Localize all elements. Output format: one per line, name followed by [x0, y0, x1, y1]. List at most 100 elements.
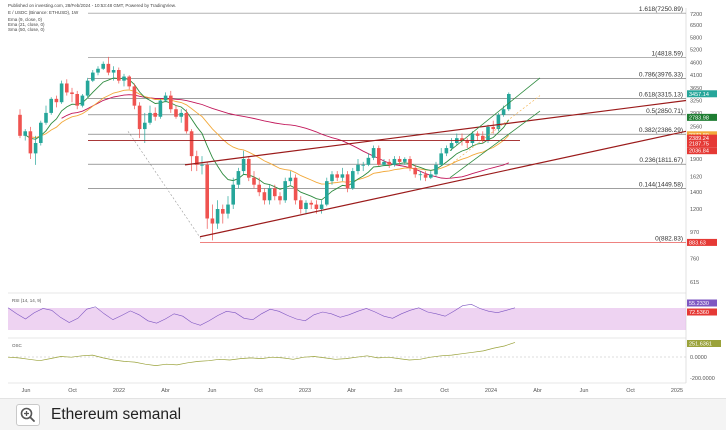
channel-upper [449, 77, 541, 151]
candle-body [101, 63, 105, 69]
candle-body [273, 188, 277, 197]
candle-body [351, 171, 355, 189]
price-tag [687, 238, 717, 246]
rsi-tag-label: 72.5360 [689, 310, 709, 316]
chart-canvas: 7200650058005200460041003650325029002560… [7, 6, 721, 394]
x-tick-label: Oct [254, 388, 263, 394]
zoom-in-icon [20, 407, 35, 422]
y-tick-label: 5200 [690, 47, 702, 53]
candle-body [18, 114, 22, 136]
indicator-ema-slow-label: Ema (21, close, 0) [8, 22, 45, 27]
price-tag [687, 90, 717, 98]
y-tick-label: 6500 [690, 23, 702, 29]
candle-body [449, 142, 454, 149]
x-tick-label: 2023 [299, 388, 311, 394]
candle-body [184, 112, 189, 132]
candle-body [106, 63, 111, 73]
rsi-title: RSI (14, 14, 9) [12, 298, 42, 303]
candle-body [33, 142, 38, 154]
candle-body [408, 158, 412, 168]
x-tick-label: Jun [580, 388, 589, 394]
candle-body [293, 177, 298, 201]
candle-body [195, 156, 199, 165]
x-tick-label: Abr [533, 388, 542, 394]
indicator-ema-fast-label: Ema (9, close, 0) [8, 17, 43, 22]
candle-body [70, 92, 74, 95]
candle-body [221, 209, 225, 214]
candle-body [288, 177, 293, 182]
price-tag-label: 2036.84 [689, 149, 709, 155]
osc-y-tick: -200.0000 [690, 376, 715, 382]
candle-body [236, 171, 241, 185]
price-tag [687, 140, 717, 148]
candle-body [241, 158, 246, 172]
candle-body [486, 126, 490, 141]
y-tick-label: 615 [690, 280, 699, 286]
price-tag [687, 113, 717, 121]
candle-body [423, 174, 428, 178]
trendline-lower [199, 130, 687, 238]
y-tick-label: 970 [690, 230, 699, 236]
price-tag-label: 2389.24 [689, 136, 709, 142]
candle-body [231, 184, 235, 205]
y-tick-label: 1900 [690, 157, 702, 163]
candle-body [247, 158, 251, 178]
fib-level-label: 0.5(2850.71) [646, 108, 683, 115]
zoom-button[interactable] [16, 404, 40, 426]
y-tick-label: 1200 [690, 207, 702, 213]
candle-body [460, 138, 464, 141]
candle-body [397, 158, 402, 162]
candle-body [481, 135, 485, 141]
y-tick-label: 4600 [690, 61, 702, 67]
candle-body [132, 86, 137, 106]
trendline-upper [184, 99, 687, 166]
candle-body [189, 131, 194, 157]
candle-body [491, 126, 495, 130]
candle-body [153, 112, 157, 117]
candle-body [39, 122, 43, 143]
y-tick-label: 1400 [690, 190, 702, 196]
candle-body [335, 174, 339, 178]
price-tag-label: 2187.75 [689, 142, 709, 148]
osc-title: OSC [12, 343, 23, 348]
candle-body [366, 157, 371, 165]
x-tick-label: Oct [626, 388, 635, 394]
rsi-line [7, 303, 516, 326]
price-tag [687, 134, 717, 142]
header-line-1: Published on investing.com, 28/Feb/2024 … [8, 3, 177, 8]
candle-body [345, 174, 350, 189]
candle-body [127, 76, 131, 87]
fib-level-label: 0.786(3976.33) [639, 72, 683, 79]
candle-body [309, 202, 313, 205]
candle-body [501, 109, 506, 115]
x-tick-label: Abr [161, 388, 170, 394]
candle-body [257, 184, 261, 193]
candle-body [210, 218, 215, 224]
candle-body [475, 133, 480, 136]
candle-body [205, 164, 209, 219]
candle-body [117, 70, 121, 81]
price-tag-label: 3457.14 [689, 92, 709, 98]
fib-level-label: 0(882.83) [655, 235, 683, 242]
candle-body [361, 164, 365, 166]
y-tick-label: 3250 [690, 99, 702, 105]
x-tick-label: Oct [68, 388, 77, 394]
candle-body [44, 112, 48, 123]
candle-body [169, 95, 173, 110]
fib-level-label: 1(4818.59) [652, 51, 683, 58]
candle-body [382, 161, 386, 165]
rsi-tag-label: 55.2330 [689, 301, 709, 307]
candle-body [325, 181, 329, 205]
y-tick-label: 760 [690, 257, 699, 263]
candle-body [330, 174, 334, 182]
candle-body [314, 204, 319, 210]
candle-body [299, 200, 303, 210]
x-tick-label: 2022 [113, 388, 125, 394]
x-tick-label: Oct [440, 388, 449, 394]
candle-body [267, 188, 272, 201]
candle-body [377, 148, 381, 165]
candle-body [507, 94, 511, 110]
candle-body [429, 174, 433, 178]
candle-body [252, 177, 256, 185]
candle-body [403, 158, 407, 162]
